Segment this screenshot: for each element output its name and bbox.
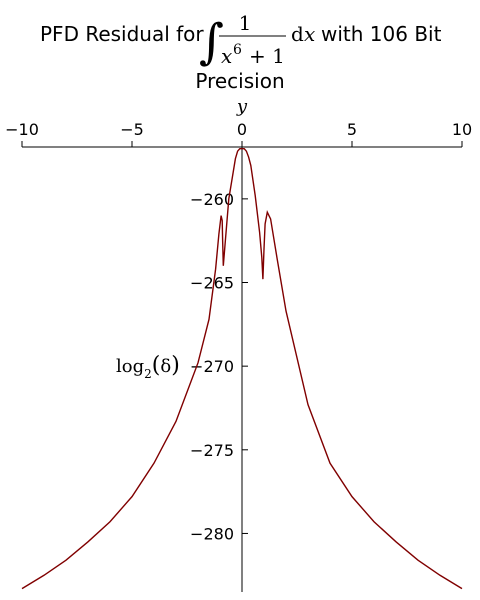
y-label-close-paren: ) — [171, 353, 180, 378]
y-axis-label: log2(δ) — [116, 353, 180, 381]
x-tick-label: 0 — [237, 120, 247, 139]
title-denominator-rest: + 1 — [249, 44, 285, 68]
integral-sign: ∫ — [199, 14, 224, 70]
title-numerator: 1 — [239, 11, 252, 35]
y-tick-label: −260 — [190, 190, 234, 209]
x-ticks: −10 −5 0 5 10 — [5, 120, 472, 147]
title-line-2: Precision — [195, 69, 284, 93]
title-differential-d: d — [291, 22, 304, 46]
x-tick-label: −5 — [120, 120, 144, 139]
x-tick-label: 5 — [347, 120, 357, 139]
title-differential-var: x — [304, 22, 315, 46]
y-axis-name: y — [236, 96, 248, 117]
x-tick-label: 10 — [452, 120, 472, 139]
y-label-log: log — [116, 356, 144, 377]
y-tick-label: −265 — [190, 274, 234, 293]
y-tick-label: −280 — [190, 524, 234, 543]
title-denominator-base: x — [221, 44, 232, 68]
title-prefix: PFD Residual for — [40, 22, 204, 46]
title-denominator-exponent: 6 — [233, 42, 242, 58]
y-tick-label: −275 — [190, 441, 234, 460]
y-label-subscript: 2 — [144, 367, 152, 381]
y-label-delta: δ — [160, 356, 171, 377]
chart-title: PFD Residual for ∫ 1 x 6 + 1 d x with 10… — [40, 11, 442, 93]
y-tick-label: −270 — [190, 357, 234, 376]
residual-curve — [21, 147, 463, 590]
axes — [22, 146, 462, 592]
x-tick-label: −10 — [5, 120, 39, 139]
y-ticks: −260 −265 −270 −275 −280 — [190, 190, 248, 543]
y-label-open-paren: ( — [152, 353, 161, 378]
title-suffix: with 106 Bit — [321, 22, 442, 46]
